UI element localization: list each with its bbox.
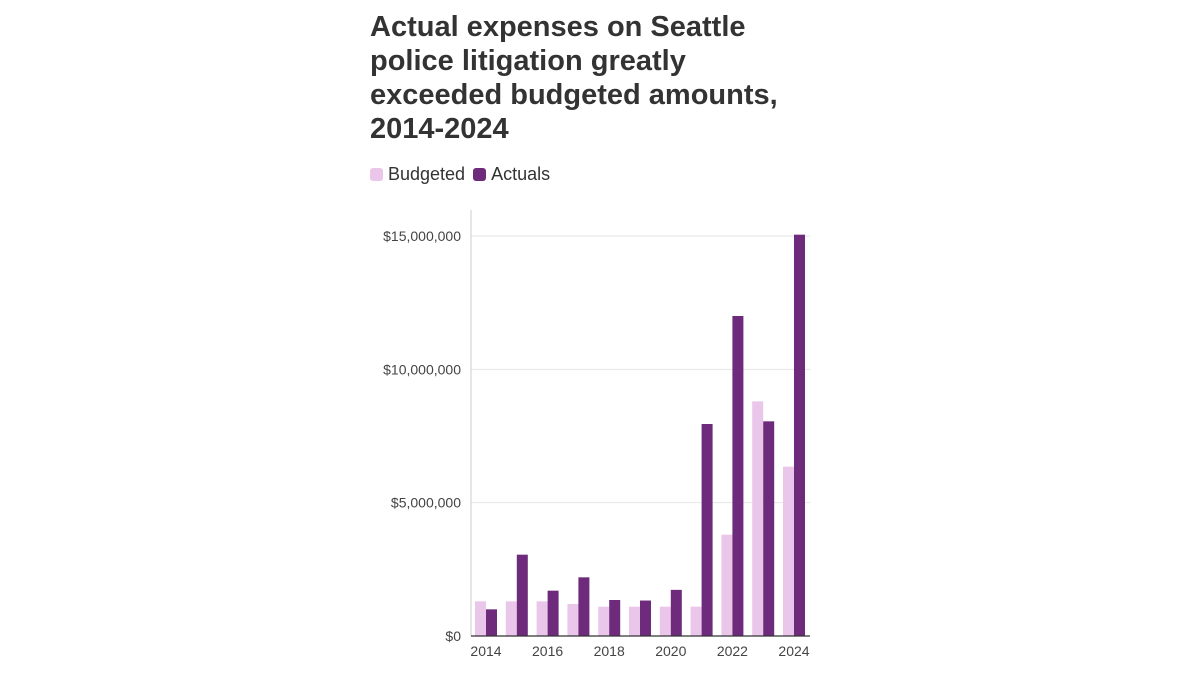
- legend-label-actuals: Actuals: [491, 163, 551, 184]
- x-tick-label: 2020: [655, 643, 686, 659]
- bar-actuals-2023: [763, 421, 775, 636]
- y-tick-label: $15,000,000: [383, 228, 461, 244]
- bar-actuals-2017: [578, 577, 590, 636]
- legend-label-budgeted: Budgeted: [388, 163, 466, 184]
- bar-actuals-2015: [516, 554, 528, 636]
- bar-budgeted-2016: [536, 601, 548, 636]
- bar-budgeted-2022: [721, 534, 733, 636]
- y-tick-label: $5,000,000: [391, 495, 461, 511]
- bar-budgeted-2014: [475, 601, 486, 636]
- bar-budgeted-2023: [752, 401, 764, 636]
- bar-budgeted-2021: [690, 606, 702, 636]
- bar-actuals-2020: [670, 589, 682, 636]
- bar-actuals-2018: [609, 600, 621, 636]
- chart-title: Actual expenses on Seattle police litiga…: [370, 11, 778, 145]
- x-tick-label: 2018: [594, 643, 625, 659]
- bar-actuals-2016: [547, 590, 559, 636]
- x-tick-label: 2016: [532, 643, 563, 659]
- bar-actuals-2014: [486, 609, 497, 636]
- x-tick-label: 2024: [778, 643, 809, 659]
- bar-actuals-2021: [701, 424, 713, 636]
- bar-actuals-2024: [794, 234, 805, 636]
- y-tick-label: $10,000,000: [383, 361, 461, 377]
- legend: Budgeted Actuals: [370, 162, 558, 186]
- x-tick-label: 2022: [717, 643, 748, 659]
- bar-budgeted-2015: [505, 601, 517, 636]
- bar-actuals-2022: [732, 316, 744, 636]
- bar-budgeted-2017: [567, 604, 579, 636]
- legend-swatch-budgeted: [370, 167, 383, 181]
- y-tick-label: $0: [445, 628, 461, 644]
- x-tick-label: 2014: [470, 643, 501, 659]
- bar-budgeted-2018: [598, 606, 610, 636]
- legend-item-budgeted: Budgeted: [370, 164, 465, 185]
- bar-actuals-2019: [640, 600, 651, 636]
- legend-item-actuals: Actuals: [473, 164, 550, 185]
- bar-budgeted-2019: [629, 606, 640, 636]
- bar-budgeted-2024: [783, 466, 794, 636]
- bar-budgeted-2020: [659, 606, 671, 636]
- legend-swatch-actuals: [473, 167, 487, 181]
